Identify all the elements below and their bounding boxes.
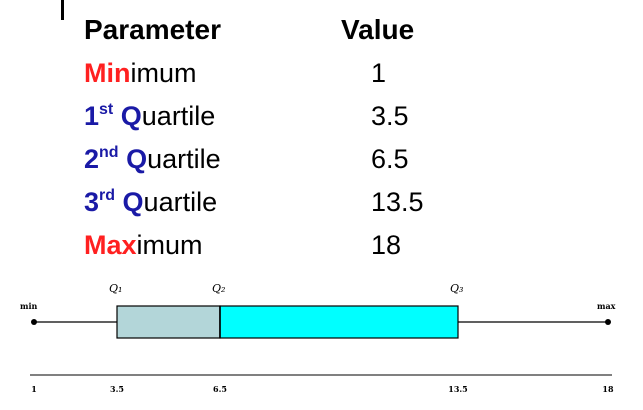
value-first-quartile: 3.5 <box>371 101 409 131</box>
q3-label: Q₃ <box>450 282 463 295</box>
param-minimum: Minimum <box>84 57 197 89</box>
param-maximum: Maximum <box>84 229 203 261</box>
q1-label: Q₁ <box>109 282 122 295</box>
param-rest: imum <box>136 230 203 260</box>
param-lead: Max <box>84 230 137 260</box>
box-lower-half <box>116 305 221 339</box>
q2-label: Q₂ <box>212 282 225 295</box>
value-maximum: 18 <box>371 230 402 260</box>
param-rest: Quartile <box>115 187 218 217</box>
box-upper-half <box>219 305 459 339</box>
max-label: max <box>597 301 616 311</box>
param-sup: rd <box>99 187 116 204</box>
param-lead: Min <box>84 58 131 88</box>
param-third-quartile: 3rd Quartile <box>84 186 217 218</box>
value-minimum: 1 <box>371 58 387 88</box>
value-third-quartile: 13.5 <box>371 187 424 217</box>
tick-label: 13.5 <box>448 384 467 394</box>
param-lead: 1 <box>84 101 100 131</box>
param-rest: Quartile <box>113 101 216 131</box>
text-cursor <box>61 0 64 20</box>
param-lead: 3 <box>84 187 100 217</box>
tick-label: 1 <box>31 384 37 394</box>
param-first-quartile: 1st​ Quartile <box>84 100 215 132</box>
tick-label: 3.5 <box>110 384 124 394</box>
param-lead: 2 <box>84 144 100 174</box>
param-rest: imum <box>130 58 197 88</box>
param-rest: Quartile <box>118 144 221 174</box>
max-point <box>605 319 611 325</box>
tick-label: 6.5 <box>213 384 227 394</box>
param-sup: st <box>99 101 114 118</box>
min-label: min <box>20 301 38 311</box>
param-second-quartile: 2nd Quartile <box>84 143 221 175</box>
param-sup: nd <box>99 144 119 161</box>
header-value: Value <box>341 14 415 45</box>
header-parameter: Parameter <box>84 14 221 45</box>
min-point <box>31 319 37 325</box>
value-second-quartile: 6.5 <box>371 144 409 174</box>
tick-label: 18 <box>602 384 614 394</box>
